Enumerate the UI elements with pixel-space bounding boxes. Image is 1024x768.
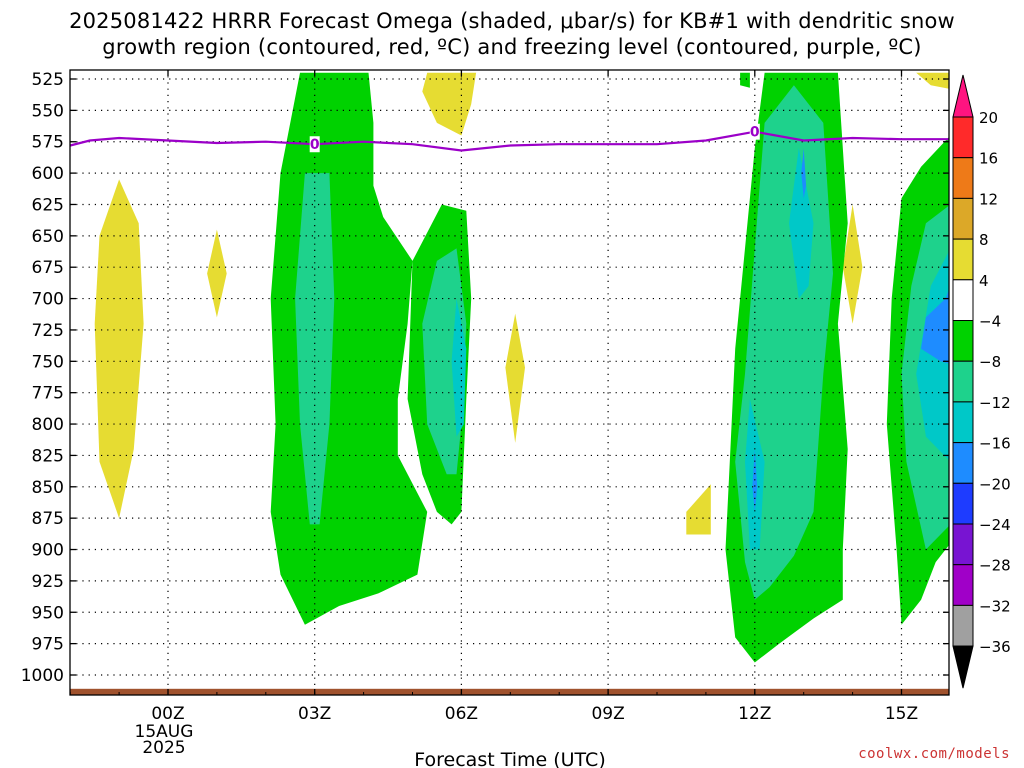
plot-grid (70, 70, 949, 695)
colorbar-bin-9 (952, 482, 974, 525)
colorbar-bin-6 (952, 360, 974, 403)
y-tick-label: 525 (32, 70, 64, 90)
chart-title-line-1: 2025081422 HRRR Forecast Omega (shaded, … (69, 9, 955, 33)
colorbar-label: 16 (979, 150, 998, 168)
omega-region-6 (916, 72, 949, 89)
x-tick-label: 09Z (591, 704, 624, 724)
colorbar-bin-8 (952, 442, 974, 484)
y-tick-label: 825 (32, 446, 64, 466)
colorbar-bin-0 (952, 116, 974, 159)
omega-region-20 (801, 148, 807, 199)
y-axis: 525 550 575 600 625 650 675 700 725 750 775 800 825 8… (21, 70, 949, 686)
colorbar-label: 4 (979, 272, 989, 290)
plot-frame (69, 69, 950, 696)
y-tick-label: 625 (32, 195, 64, 215)
colorbar-bin-2 (952, 197, 974, 240)
colorbar-label: −8 (979, 353, 1001, 371)
omega-region-22 (921, 289, 949, 364)
colorbar-bin-4 (952, 279, 974, 321)
y-tick-label: 875 (32, 509, 64, 529)
omega-region-3 (505, 313, 525, 443)
y-tick-label: 675 (32, 258, 64, 278)
colorbar-bin-12 (952, 604, 974, 647)
freezing-level-label: 0 (750, 125, 760, 141)
x-tick-label: 03Z (298, 704, 331, 724)
omega-region-21 (752, 449, 758, 512)
omega-shading (94, 72, 949, 663)
y-tick-label: 575 (32, 133, 64, 153)
colorbar-bin-11 (952, 564, 974, 606)
colorbar-label: −16 (979, 435, 1011, 453)
omega-region-2 (422, 72, 477, 136)
colorbar-max-arrow (952, 74, 974, 118)
x-tick-label: 12Z (738, 704, 771, 724)
y-tick-label: 750 (32, 352, 64, 372)
colorbar-label: 8 (979, 231, 989, 249)
y-tick-label: 600 (32, 164, 64, 184)
colorbar-label: −32 (979, 597, 1011, 615)
colorbar-min-arrow (952, 645, 974, 689)
omega-region-4 (686, 484, 711, 535)
x-tick-sublabel: 15AUG (135, 722, 194, 742)
x-tick-sublabel: 2025 (142, 738, 185, 758)
x-tick-label: 15Z (885, 704, 918, 724)
y-tick-label: 700 (32, 290, 64, 310)
colorbar: 20 16 12 8 4 −4 −8 −12 −16 −20 −24 −28 −32 −36 (952, 74, 1011, 689)
y-tick-label: 900 (32, 541, 64, 561)
freezing-level-label-bg (749, 123, 760, 140)
y-tick-label: 550 (32, 101, 64, 121)
y-tick-label: 950 (32, 603, 64, 623)
colorbar-label: −20 (979, 475, 1011, 493)
y-tick-label: 800 (32, 415, 64, 435)
chart-title-line-2: growth region (contoured, red, ºC) and f… (102, 35, 922, 59)
y-tick-label: 925 (32, 572, 64, 592)
colorbar-label: −36 (979, 638, 1011, 656)
x-tick-label: 00Z (151, 704, 184, 724)
y-tick-label: 850 (32, 478, 64, 498)
colorbar-label: −12 (979, 394, 1011, 412)
colorbar-label: 12 (979, 190, 998, 208)
omega-region-1 (207, 229, 227, 318)
omega-region-16 (451, 298, 467, 437)
y-tick-label: 650 (32, 227, 64, 247)
chart-title: 2025081422 HRRR Forecast Omega (shaded, … (0, 8, 1024, 60)
y-tick-label: 775 (32, 384, 64, 404)
colorbar-bin-3 (952, 238, 974, 281)
omega-region-5 (842, 204, 863, 324)
colorbar-bin-7 (952, 401, 974, 444)
y-tick-label: 1000 (21, 666, 64, 686)
colorbar-bin-5 (952, 320, 974, 362)
freezing-level-label: 0 (310, 137, 320, 153)
ground-strip (70, 688, 949, 695)
omega-region-0 (94, 179, 144, 519)
source-credit: coolwx.com/models (858, 746, 1010, 762)
x-tick-label: 06Z (445, 704, 478, 724)
omega-region-17 (789, 148, 814, 299)
colorbar-label: −28 (979, 557, 1011, 575)
omega-region-8 (270, 72, 428, 625)
omega-region-12 (295, 173, 335, 525)
x-axis-title: Forecast Time (UTC) (414, 749, 605, 768)
colorbar-label: −4 (979, 313, 1001, 331)
ground-layer (70, 688, 949, 695)
freezing-level-contour: 00 (70, 123, 949, 153)
omega-region-7 (740, 72, 750, 88)
colorbar-label: 20 (979, 109, 998, 127)
y-tick-label: 975 (32, 635, 64, 655)
colorbar-bin-1 (952, 157, 974, 199)
colorbar-label: −24 (979, 516, 1011, 534)
colorbar-bin-10 (952, 523, 974, 566)
y-tick-label: 725 (32, 321, 64, 341)
freezing-level-label-bg (309, 136, 320, 153)
freezing-level-line (70, 130, 949, 152)
